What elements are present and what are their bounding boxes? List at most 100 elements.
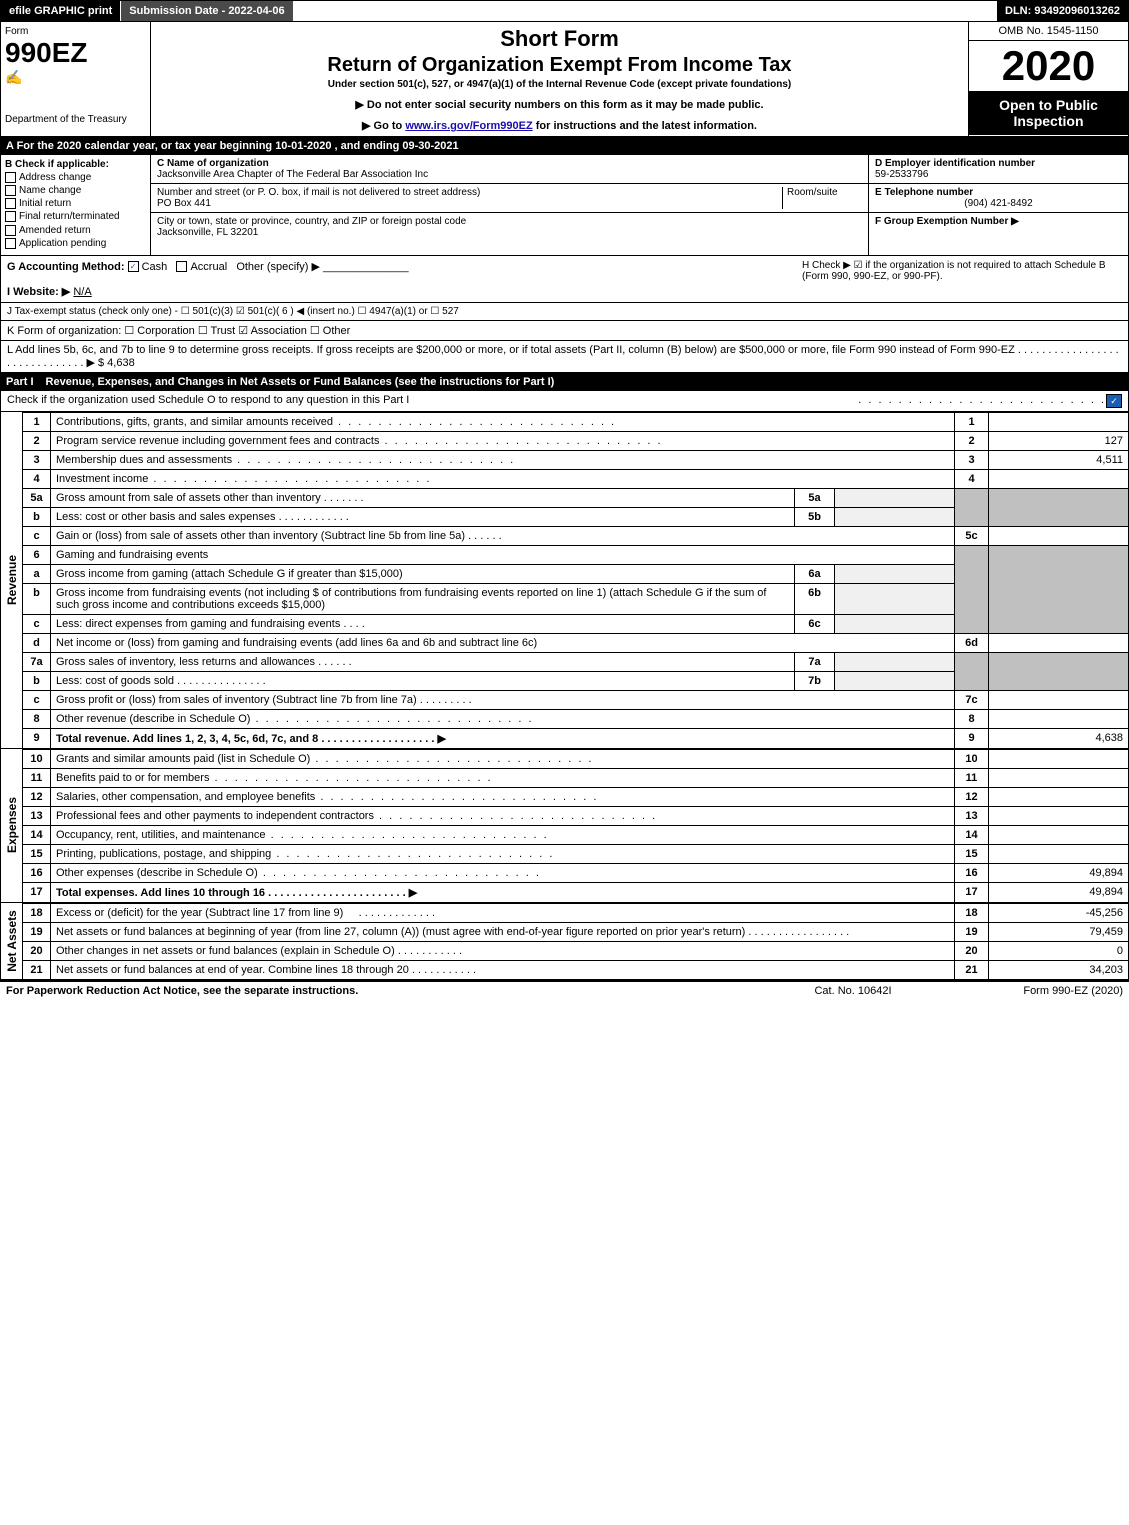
efile-print-button[interactable]: efile GRAPHIC print xyxy=(1,1,121,21)
form-number: 990EZ xyxy=(5,37,146,69)
line-7c: cGross profit or (loss) from sales of in… xyxy=(23,690,1129,709)
line-12: 12Salaries, other compensation, and empl… xyxy=(23,787,1129,806)
top-bar: efile GRAPHIC print Submission Date - 20… xyxy=(0,0,1129,22)
dln-label: DLN: 93492096013262 xyxy=(997,1,1128,21)
goto-post: for instructions and the latest informat… xyxy=(533,120,757,132)
part1-label: Part I xyxy=(6,376,46,388)
chk-pending[interactable]: Application pending xyxy=(5,238,146,249)
expenses-section: Expenses 10Grants and similar amounts pa… xyxy=(0,749,1129,903)
omb-number: OMB No. 1545-1150 xyxy=(969,22,1128,41)
line-7a: 7aGross sales of inventory, less returns… xyxy=(23,652,1129,671)
form-label: Form xyxy=(5,26,146,37)
tax-period-bar: A For the 2020 calendar year, or tax yea… xyxy=(0,137,1129,155)
form-header: Form 990EZ ✍ Department of the Treasury … xyxy=(0,22,1129,137)
goto-instructions: ▶ Go to www.irs.gov/Form990EZ for instru… xyxy=(159,119,960,132)
other-label: Other (specify) ▶ xyxy=(236,261,320,273)
city-label: City or town, state or province, country… xyxy=(157,216,466,227)
row-k: K Form of organization: ☐ Corporation ☐ … xyxy=(0,321,1129,341)
goto-pre: ▶ Go to xyxy=(362,120,405,132)
org-city-cell: City or town, state or province, country… xyxy=(151,213,868,241)
expenses-side-label: Expenses xyxy=(0,749,22,903)
row-l-text: L Add lines 5b, 6c, and 7b to line 9 to … xyxy=(7,344,1119,369)
right-column: OMB No. 1545-1150 2020 Open to Public In… xyxy=(968,22,1128,136)
line-9: 9Total revenue. Add lines 1, 2, 3, 4, 5c… xyxy=(23,728,1129,748)
right-info-column: D Employer identification number 59-2533… xyxy=(868,155,1128,255)
line-21: 21Net assets or fund balances at end of … xyxy=(23,960,1129,979)
ein-label: D Employer identification number xyxy=(875,158,1122,169)
line-19: 19Net assets or fund balances at beginni… xyxy=(23,922,1129,941)
form-id-column: Form 990EZ ✍ Department of the Treasury xyxy=(1,22,151,136)
group-label: F Group Exemption Number ▶ xyxy=(875,216,1019,227)
org-address: PO Box 441 xyxy=(157,198,211,209)
row-l: L Add lines 5b, 6c, and 7b to line 9 to … xyxy=(0,341,1129,373)
org-info-column: C Name of organization Jacksonville Area… xyxy=(151,155,868,255)
part1-checkline: Check if the organization used Schedule … xyxy=(0,391,1129,412)
part1-check-text: Check if the organization used Schedule … xyxy=(7,394,858,408)
net-assets-section: Net Assets 18Excess or (deficit) for the… xyxy=(0,903,1129,980)
ssn-warning: ▶ Do not enter social security numbers o… xyxy=(159,98,960,111)
part1-check[interactable]: ✓ xyxy=(1106,394,1122,408)
line-3: 3Membership dues and assessments34,511 xyxy=(23,450,1129,469)
line-18: 18Excess or (deficit) for the year (Subt… xyxy=(23,903,1129,922)
line-10: 10Grants and similar amounts paid (list … xyxy=(23,749,1129,768)
row-g-h: G Accounting Method: Cash Accrual Other … xyxy=(0,256,1129,303)
line-15: 15Printing, publications, postage, and s… xyxy=(23,844,1129,863)
check-b-column: B Check if applicable: Address change Na… xyxy=(1,155,151,255)
net-assets-table: 18Excess or (deficit) for the year (Subt… xyxy=(22,903,1129,980)
website-value: N/A xyxy=(73,286,91,298)
org-addr-cell: Number and street (or P. O. box, if mail… xyxy=(151,184,868,213)
open-public: Open to Public Inspection xyxy=(969,91,1128,135)
tel-label: E Telephone number xyxy=(875,187,1122,198)
line-17: 17Total expenses. Add lines 10 through 1… xyxy=(23,882,1129,902)
line-5a: 5aGross amount from sale of assets other… xyxy=(23,488,1129,507)
line-6d: dNet income or (loss) from gaming and fu… xyxy=(23,633,1129,652)
line-16: 16Other expenses (describe in Schedule O… xyxy=(23,863,1129,882)
tax-year: 2020 xyxy=(969,41,1128,91)
part1-title: Revenue, Expenses, and Changes in Net As… xyxy=(46,376,555,388)
org-name-cell: C Name of organization Jacksonville Area… xyxy=(151,155,868,184)
line-4: 4Investment income4 xyxy=(23,469,1129,488)
submission-date-button[interactable]: Submission Date - 2022-04-06 xyxy=(121,1,293,21)
return-subtitle: Return of Organization Exempt From Incom… xyxy=(159,54,960,77)
chk-final[interactable]: Final return/terminated xyxy=(5,211,146,222)
line-1: 1Contributions, gifts, grants, and simil… xyxy=(23,412,1129,431)
chk-accrual[interactable] xyxy=(176,261,187,272)
cash-label: Cash xyxy=(142,261,168,273)
accrual-label: Accrual xyxy=(190,261,227,273)
org-name-label: C Name of organization xyxy=(157,158,862,169)
chk-amended[interactable]: Amended return xyxy=(5,225,146,236)
row-l-value: 4,638 xyxy=(107,357,135,369)
topbar-spacer xyxy=(294,1,997,21)
row-g: G Accounting Method: Cash Accrual Other … xyxy=(7,260,802,298)
page-footer: For Paperwork Reduction Act Notice, see … xyxy=(0,980,1129,1000)
line-13: 13Professional fees and other payments t… xyxy=(23,806,1129,825)
tel-cell: E Telephone number (904) 421-8492 xyxy=(869,184,1128,213)
ein-value: 59-2533796 xyxy=(875,169,1122,180)
group-cell: F Group Exemption Number ▶ xyxy=(869,213,1128,230)
irs-link[interactable]: www.irs.gov/Form990EZ xyxy=(405,120,532,132)
paperwork-notice: For Paperwork Reduction Act Notice, see … xyxy=(6,985,763,997)
row-h: H Check ▶ ☑ if the organization is not r… xyxy=(802,260,1122,298)
chk-initial[interactable]: Initial return xyxy=(5,198,146,209)
title-column: Short Form Return of Organization Exempt… xyxy=(151,22,968,136)
line-5c: cGain or (loss) from sale of assets othe… xyxy=(23,526,1129,545)
org-name: Jacksonville Area Chapter of The Federal… xyxy=(157,169,862,180)
line-2: 2Program service revenue including gover… xyxy=(23,431,1129,450)
chk-address[interactable]: Address change xyxy=(5,172,146,183)
revenue-table: 1Contributions, gifts, grants, and simil… xyxy=(22,412,1129,749)
revenue-side-label: Revenue xyxy=(0,412,22,749)
room-suite: Room/suite xyxy=(782,187,862,209)
g-label: G Accounting Method: xyxy=(7,261,125,273)
net-assets-side-label: Net Assets xyxy=(0,903,22,980)
tel-value: (904) 421-8492 xyxy=(875,198,1122,209)
line-20: 20Other changes in net assets or fund ba… xyxy=(23,941,1129,960)
chk-name[interactable]: Name change xyxy=(5,185,146,196)
dept-label: Department of the Treasury xyxy=(5,114,146,125)
form-ref: Form 990-EZ (2020) xyxy=(943,985,1123,997)
revenue-section: Revenue 1Contributions, gifts, grants, a… xyxy=(0,412,1129,749)
chk-cash[interactable] xyxy=(128,261,139,272)
info-grid: B Check if applicable: Address change Na… xyxy=(0,155,1129,256)
i-label: I Website: ▶ xyxy=(7,286,70,298)
short-form-title: Short Form xyxy=(159,26,960,52)
line-8: 8Other revenue (describe in Schedule O)8 xyxy=(23,709,1129,728)
